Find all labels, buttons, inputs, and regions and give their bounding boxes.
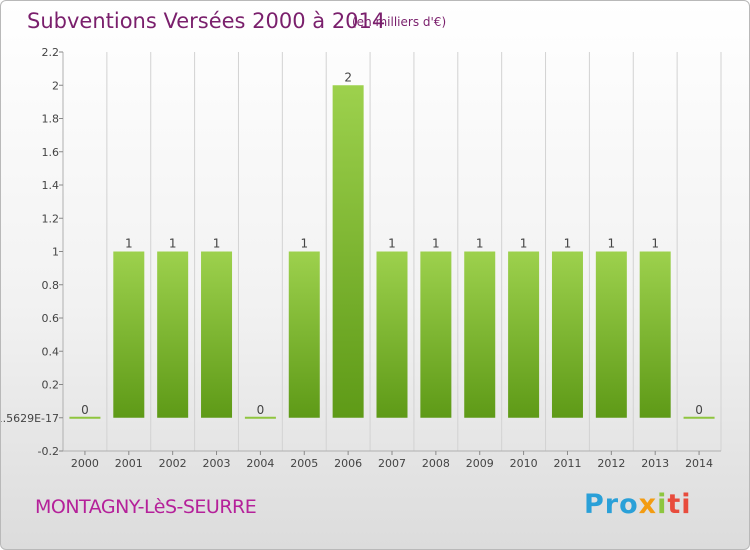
x-tick-label-2012: 2012 — [597, 457, 625, 470]
bar-2012 — [595, 251, 627, 418]
x-tick-label-2009: 2009 — [466, 457, 494, 470]
y-tick-label-8: 1.4 — [42, 179, 60, 192]
proxiti-logo[interactable]: Proxiti — [584, 489, 692, 520]
bar-2007 — [376, 251, 408, 418]
y-tick-label-4: 0.6 — [42, 312, 60, 325]
bar-2003 — [201, 251, 233, 418]
y-tick-label-12: 2.2 — [42, 46, 60, 59]
data-label-2004: 0 — [257, 403, 265, 417]
logo-part-1: Pro — [584, 489, 639, 520]
y-tick-label-2: 0.2 — [42, 379, 60, 392]
y-tick-label-5: 0.8 — [42, 279, 60, 292]
x-tick-label-2005: 2005 — [290, 457, 318, 470]
chart-title: Subventions Versées 2000 à 2014 — [27, 9, 386, 33]
logo-part-3: i — [657, 489, 668, 520]
y-tick-label-0: -0.2 — [38, 445, 59, 458]
data-label-2003: 1 — [213, 237, 221, 251]
x-tick-label-2008: 2008 — [422, 457, 450, 470]
data-label-2000: 0 — [81, 403, 89, 417]
data-label-2008: 1 — [432, 237, 440, 251]
x-tick-label-2003: 2003 — [203, 457, 231, 470]
bar-2000 — [69, 416, 101, 419]
y-tick-label-7: 1.2 — [42, 212, 60, 225]
data-label-2001: 1 — [125, 237, 133, 251]
y-axis-ticks: -0.2 -1.5629E-17 0.2 0.4 0.6 0.8 1 1.2 1.4 1.6 1.8… — [1, 46, 63, 458]
data-label-2005: 1 — [300, 237, 308, 251]
data-label-2014: 0 — [695, 403, 703, 417]
bar-2010 — [508, 251, 540, 418]
data-label-2011: 1 — [564, 237, 572, 251]
bar-2011 — [551, 251, 583, 418]
y-tick-label-1: -1.5629E-17 — [1, 412, 59, 425]
data-label-2013: 1 — [651, 237, 659, 251]
x-tick-label-2004: 2004 — [246, 457, 274, 470]
commune-name: MONTAGNY-LèS-SEURRE — [35, 496, 257, 518]
bar-2001 — [113, 251, 145, 418]
x-tick-label-2014: 2014 — [685, 457, 713, 470]
y-tick-label-10: 1.8 — [42, 113, 60, 126]
x-tick-label-2000: 2000 — [71, 457, 99, 470]
x-tick-label-2007: 2007 — [378, 457, 406, 470]
bar-2013 — [639, 251, 671, 418]
logo-part-2: x — [638, 489, 658, 520]
y-tick-label-6: 1 — [52, 246, 59, 259]
bar-2004 — [244, 416, 276, 419]
data-label-2012: 1 — [608, 237, 616, 251]
bars — [69, 85, 715, 419]
y-tick-label-11: 2 — [52, 79, 59, 92]
y-tick-label-3: 0.4 — [42, 345, 60, 358]
data-label-2009: 1 — [476, 237, 484, 251]
data-label-2002: 1 — [169, 237, 177, 251]
data-label-2010: 1 — [520, 237, 528, 251]
x-axis-ticks: 2000 2001 2002 2003 2004 2005 2006 2007 2008 2009… — [71, 451, 713, 470]
bar-2014 — [683, 416, 715, 419]
x-tick-label-2001: 2001 — [115, 457, 143, 470]
bar-2002 — [157, 251, 189, 418]
x-tick-label-2011: 2011 — [553, 457, 581, 470]
x-tick-label-2006: 2006 — [334, 457, 362, 470]
data-label-2006: 2 — [344, 70, 352, 84]
logo-part-4: ti — [667, 489, 692, 520]
x-tick-label-2013: 2013 — [641, 457, 669, 470]
y-tick-label-9: 1.6 — [42, 146, 60, 159]
chart-subtitle: (en milliers d'€) — [352, 15, 447, 29]
x-tick-label-2002: 2002 — [159, 457, 187, 470]
x-tick-label-2010: 2010 — [510, 457, 538, 470]
bar-2005 — [288, 251, 320, 418]
data-label-2007: 1 — [388, 237, 396, 251]
bar-2006 — [332, 85, 364, 418]
bar-2008 — [420, 251, 452, 418]
bar-2009 — [464, 251, 496, 418]
data-labels: 0 1 1 1 0 1 2 1 1 1 1 1 1 1 0 — [81, 70, 703, 417]
